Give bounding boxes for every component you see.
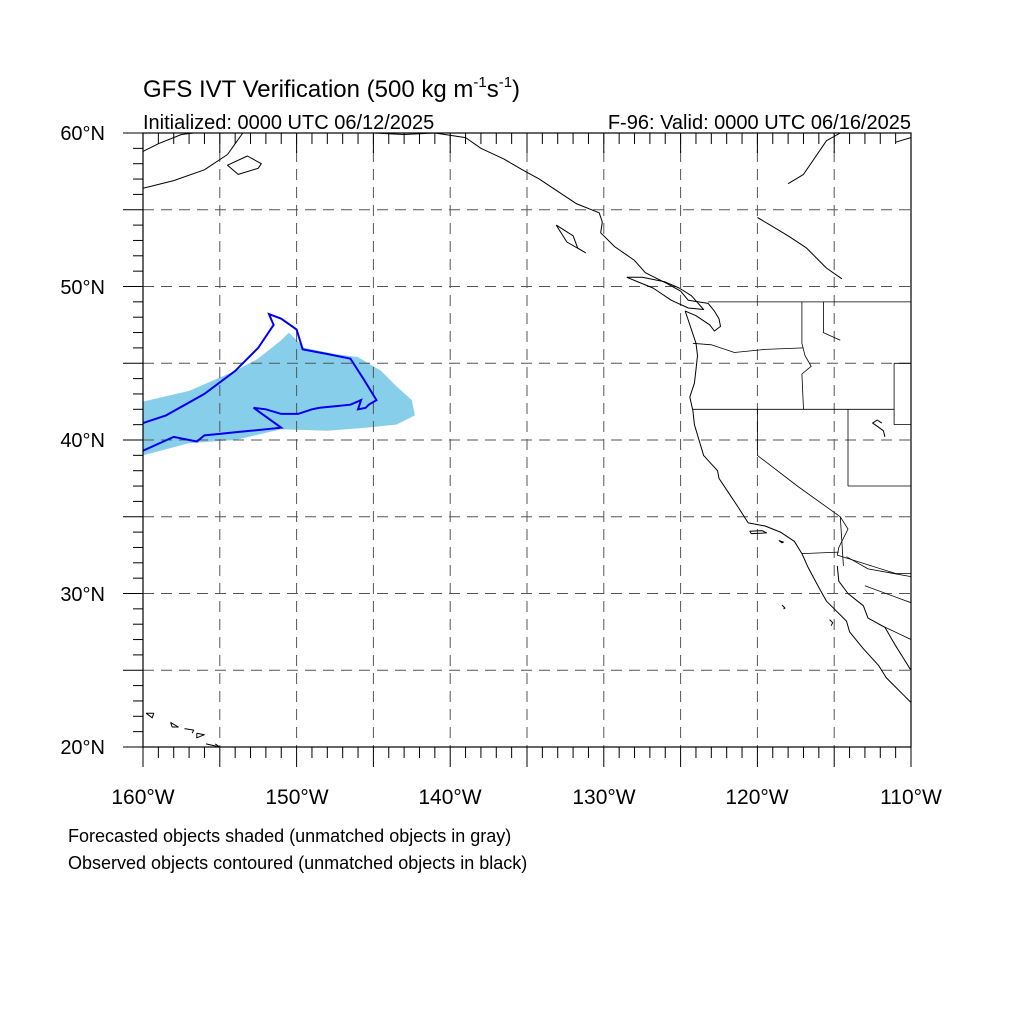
coastline-segment <box>227 155 262 175</box>
observed-ivt-contour <box>143 312 378 452</box>
coastline-segment <box>829 619 834 626</box>
coastline-segment <box>342 133 911 703</box>
lon-label: 130°W <box>572 786 635 809</box>
coastline-segment <box>555 224 586 254</box>
longitude-labels: 160°W 150°W 140°W 130°W 120°W 110°W <box>111 786 942 809</box>
coastline-segment <box>143 133 244 189</box>
valid-time-label: F-96: Valid: 0000 UTC 06/16/2025 <box>608 112 911 134</box>
legend-forecast-note: Forecasted objects shaded (unmatched obj… <box>68 826 512 846</box>
forecast-ivt-object <box>143 332 415 456</box>
chart-title: GFS IVT Verification (500 kg m-1s-1) <box>143 74 520 103</box>
coastline-segment <box>836 565 911 686</box>
coastline-segment <box>749 530 768 535</box>
coastline-segment <box>145 712 155 719</box>
coastline-segment <box>787 133 841 185</box>
coastline-segment <box>757 216 843 280</box>
boundary-line <box>757 409 841 518</box>
lon-label: 120°W <box>725 786 788 809</box>
lat-label: 50°N <box>60 277 105 299</box>
lat-label: 60°N <box>60 123 105 145</box>
lon-label: 140°W <box>418 786 481 809</box>
boundary-line <box>692 342 804 353</box>
latitude-labels: 60°N 50°N 40°N 30°N 20°N <box>60 123 105 759</box>
coastline-segment <box>170 721 179 728</box>
coastline-segment <box>778 540 784 544</box>
boundary-line <box>801 301 812 410</box>
coastline-segment <box>143 133 194 152</box>
lon-label: 150°W <box>265 786 328 809</box>
boundary-line <box>801 551 839 554</box>
plot-frame <box>142 132 912 748</box>
boundary-line <box>864 585 911 604</box>
legend-observed-note: Observed objects contoured (unmatched ob… <box>68 853 528 873</box>
lon-label: 160°W <box>111 786 174 809</box>
boundary-line <box>823 301 841 341</box>
coastline-segment <box>781 604 786 610</box>
political-boundaries <box>692 301 911 640</box>
lat-label: 30°N <box>60 584 105 606</box>
coastline-segment <box>184 728 195 734</box>
lat-label: 40°N <box>60 430 105 452</box>
coastline-segment <box>196 732 205 739</box>
initialized-label: Initialized: 0000 UTC 06/12/2025 <box>143 112 434 134</box>
lon-label: 110°W <box>880 786 942 809</box>
coastline-segment <box>626 276 705 310</box>
plot-area <box>143 133 911 747</box>
grid-lines <box>143 133 911 747</box>
boundary-line <box>839 516 844 566</box>
boundary-line <box>836 516 911 574</box>
axis-ticks <box>123 132 912 767</box>
boundary-line <box>846 556 911 577</box>
coastline-segment <box>872 419 886 438</box>
lat-label: 20°N <box>60 737 105 759</box>
coastline-segment <box>205 743 221 747</box>
coastlines <box>143 133 911 747</box>
coastline-segment <box>895 137 911 143</box>
